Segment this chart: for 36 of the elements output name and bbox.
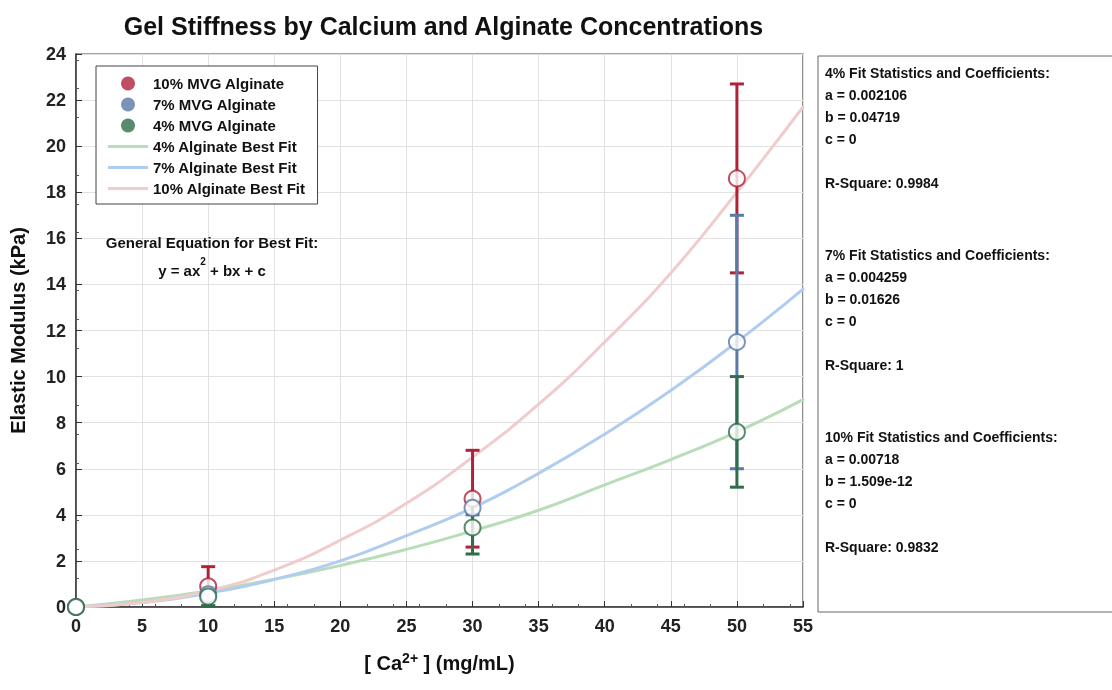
text: 4% Fit Statistics and Coefficients: a = 0.002106 b = 0.04719 c = 0 R-Square: 0.9984 xyxy=(825,65,1050,191)
x-tick-label: 50 xyxy=(726,616,747,636)
x-tick-label: 55 xyxy=(792,616,814,636)
legend-label: 4% Alginate Best Fit xyxy=(153,138,297,155)
y-tick-label: 22 xyxy=(45,90,66,111)
y-tick-label: 4 xyxy=(55,504,66,525)
x-tick-label: 25 xyxy=(396,616,417,636)
y-tick-label: 2 xyxy=(55,550,66,571)
legend-label: 10% MVG Alginate xyxy=(153,75,285,92)
legend-label: 7% MVG Alginate xyxy=(153,96,276,113)
x-tick-label: 30 xyxy=(462,616,483,636)
x-tick-label: 20 xyxy=(330,616,351,636)
x-tick-label: 0 xyxy=(70,616,82,636)
y-tick-label: 14 xyxy=(45,274,66,295)
y-axis-title: Elastic Modulus (kPa) xyxy=(7,227,29,434)
y-tick-label: 16 xyxy=(45,228,66,249)
y-tick-label: 8 xyxy=(55,412,66,433)
legend-label: 7% Alginate Best Fit xyxy=(153,159,297,176)
x-tick-label: 40 xyxy=(594,616,615,636)
x-tick-label: 10 xyxy=(198,616,219,636)
text: 7% Fit Statistics and Coefficients: a = 0.004259 b = 0.01626 c = 0 R-Square: 1 xyxy=(825,247,1050,373)
x-tick-label: 35 xyxy=(528,616,549,636)
y-tick-label: 0 xyxy=(55,597,66,617)
y-tick-label: 10 xyxy=(45,366,66,387)
x-tick-label: 45 xyxy=(660,616,681,636)
y-tick-label: 12 xyxy=(45,320,66,341)
legend-label: 4% MVG Alginate xyxy=(153,117,276,134)
y-tick-label: 6 xyxy=(55,458,66,479)
y-tick-label: 24 xyxy=(45,44,66,64)
y-tick-label: 20 xyxy=(45,136,66,157)
text: 10% Fit Statistics and Coefficients: a = 0.00718 b = 1.509e-12 c = 0 R-Square: 0.9832 xyxy=(825,429,1058,555)
x-tick-label: 15 xyxy=(264,616,285,636)
legend-label: 10% Alginate Best Fit xyxy=(153,180,305,197)
chart-title: Gel Stiffness by Calcium and Alginate Concentrations xyxy=(123,11,764,40)
x-tick-label: 5 xyxy=(137,616,148,636)
y-tick-label: 18 xyxy=(45,182,66,203)
